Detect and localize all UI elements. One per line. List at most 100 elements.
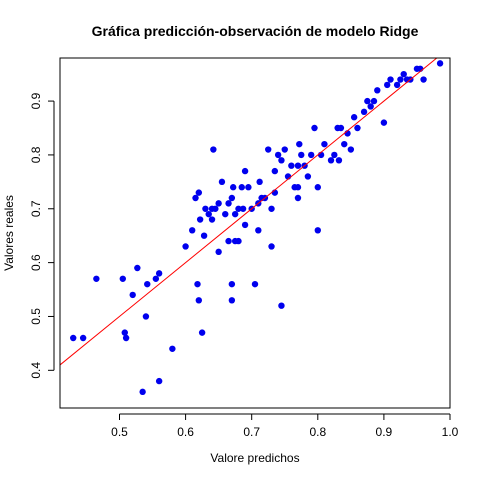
data-point [281,146,288,153]
data-point [370,97,378,105]
data-point [189,227,196,234]
data-point [210,146,217,153]
data-point [294,194,302,202]
data-point [380,119,388,126]
data-point [307,151,315,159]
data-point [241,167,249,175]
plot-frame [59,57,451,409]
axes-layer: 0.5 0.6 0.7 0.8 0.9 1.0 0.4 0.5 0.6 0.7 0.8 0.9 [29,92,459,439]
data-point [205,210,212,218]
data-point [235,205,242,212]
data-point [400,70,407,78]
data-point [337,124,345,132]
data-point [420,76,427,83]
data-point [314,184,321,191]
data-point [278,157,285,164]
data-point [192,194,199,202]
data-point [194,280,201,288]
data-point [195,297,203,304]
data-point [200,232,208,239]
data-point [225,237,232,245]
x-tick-label: 0.8 [309,425,326,439]
y-tick-label: 0.7 [29,200,43,217]
data-point [360,108,368,116]
data-point [268,243,275,250]
y-tick-label: 0.6 [29,254,43,271]
data-point [335,157,343,164]
x-axis-label: Valore predichos [210,451,299,465]
y-tick-label: 0.5 [29,308,43,325]
data-point [228,194,236,202]
data-point [314,227,321,234]
data-point [129,291,136,299]
data-point [341,140,348,148]
data-point [119,275,127,282]
x-tick-label: 1.0 [442,425,459,439]
data-point [274,151,282,159]
chart-title: Gráfica predicción-observación de modelo… [92,23,419,39]
data-point [354,124,361,132]
x-tick-label: 0.9 [376,425,393,439]
data-point [212,205,219,212]
data-point [93,275,100,282]
y-tick-label: 0.4 [29,362,43,379]
data-point [155,270,163,277]
x-tick-label: 0.6 [177,425,194,439]
data-point [218,178,226,186]
data-point [196,216,204,223]
data-point [208,216,216,223]
data-point [364,97,371,105]
data-point [331,151,338,159]
data-point [397,76,404,83]
data-point [225,200,232,207]
data-point [235,237,242,245]
x-tick-label: 0.7 [243,425,260,439]
data-point [367,103,374,110]
y-tick-label: 0.9 [29,92,43,109]
data-point [228,297,236,304]
data-point [198,329,206,336]
data-point [374,87,381,94]
y-tick-label: 0.8 [29,146,43,163]
data-point [241,221,249,229]
data-point [215,200,222,207]
data-point [387,76,394,83]
data-point [393,81,401,89]
data-point [256,178,263,186]
data-point [294,184,302,191]
reference-line [60,58,438,366]
data-point [268,205,275,212]
data-point [384,81,391,89]
data-point [70,334,77,342]
y-axis-label: Valores reales [2,195,16,271]
data-point [238,184,245,191]
marks-layer [60,58,444,396]
data-point [278,302,285,309]
data-point [255,227,262,234]
data-point [182,243,189,250]
data-point [155,377,163,385]
data-point [122,334,130,342]
data-point [195,189,203,196]
data-point [169,345,176,352]
data-point [350,114,358,121]
data-point [327,157,335,164]
data-point [436,60,444,67]
data-point [347,146,355,153]
data-point [304,173,312,180]
data-point [229,184,237,191]
data-point [294,162,302,169]
data-point [321,140,328,148]
data-point [139,388,146,396]
data-point [142,313,150,320]
data-point [265,146,272,153]
data-point [251,280,259,288]
data-point [215,248,222,256]
data-point [79,334,87,342]
data-point [202,205,209,212]
data-point [288,162,295,169]
data-point [298,151,305,159]
data-point [152,275,160,282]
data-point [144,280,151,288]
